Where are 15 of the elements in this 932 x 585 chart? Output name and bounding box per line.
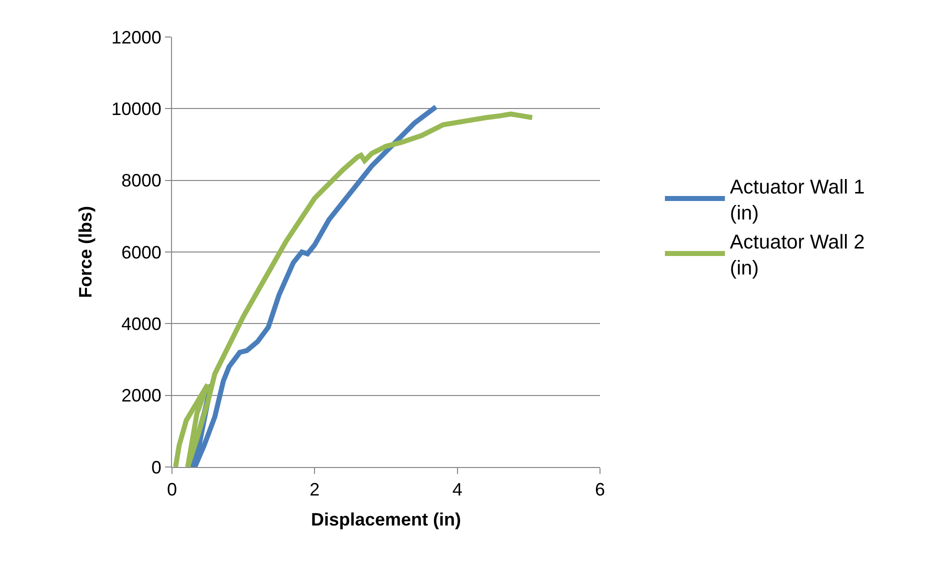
y-tick-label: 6000 <box>121 242 162 262</box>
x-tick-label: 0 <box>166 480 178 500</box>
y-tick-label: 0 <box>151 457 162 478</box>
y-tick-label: 10000 <box>111 98 162 119</box>
y-tick-label: 8000 <box>121 170 162 191</box>
y-tick-label: 4000 <box>121 314 162 334</box>
x-axis-title: Displacement (in) <box>310 510 462 530</box>
x-tick-label: 4 <box>452 480 462 500</box>
y-axis-title: Force (lbs) <box>76 206 96 298</box>
x-tick-label: 2 <box>310 480 320 500</box>
legend-label: Actuator Wall 2 (in) <box>730 231 865 280</box>
x-tick-label: 6 <box>594 480 606 500</box>
y-tick-label: 2000 <box>121 386 162 406</box>
legend-label: Actuator Wall 1 (in) <box>730 176 865 224</box>
y-tick-label: 12000 <box>111 27 162 48</box>
